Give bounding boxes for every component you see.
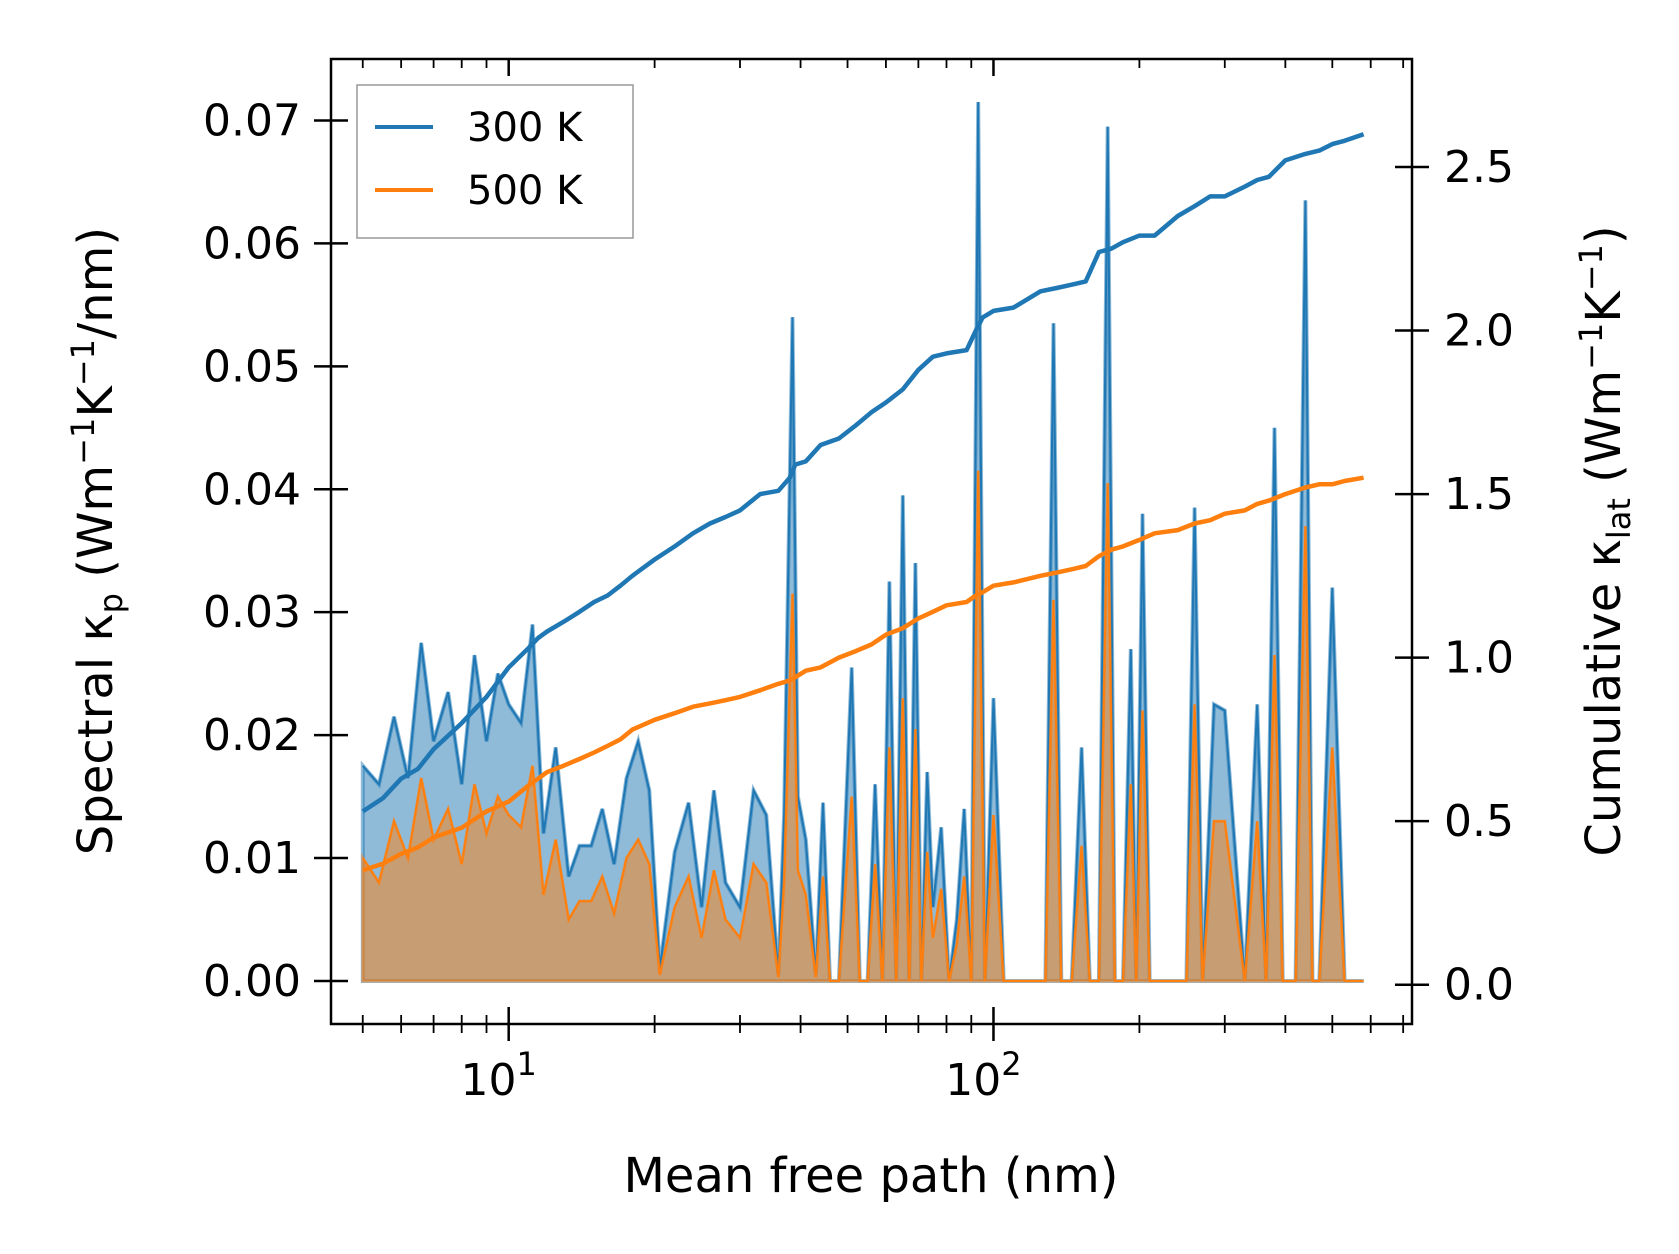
y-left-tick-label: 0.02 <box>203 710 301 761</box>
y-right-tick-label: 2.5 <box>1444 142 1514 193</box>
spectral-line-300k <box>362 101 1364 982</box>
cumulative-line-300k <box>361 132 1365 814</box>
y-left-tick-label: 0.06 <box>203 218 301 269</box>
legend-label-300k: 300 K <box>467 105 584 151</box>
y-right-tick-label: 1.0 <box>1444 633 1514 684</box>
y-right-tick-label: 2.0 <box>1444 306 1514 357</box>
y-right-tick-label: 0.0 <box>1444 960 1514 1011</box>
y-left-tick-label: 0.00 <box>203 956 301 1007</box>
x-axis-title: Mean free path (nm) <box>624 1148 1119 1204</box>
y-axis-left-title: Spectral κp (Wm−1K−1/nm) <box>64 227 130 855</box>
y-left-tick-label: 0.04 <box>203 464 301 515</box>
y-left-tick-label: 0.05 <box>203 341 301 392</box>
y-right-tick-label: 0.5 <box>1444 796 1514 847</box>
legend: 300 K 500 K <box>356 84 634 239</box>
legend-label-500k: 500 K <box>467 168 584 214</box>
spectral-line-500k <box>361 470 1364 982</box>
y-axis-right-title: Cumulative κlat (Wm−1K−1) <box>1572 225 1638 856</box>
y-left-tick-label: 0.07 <box>203 95 301 146</box>
plot-frame <box>329 57 1414 1026</box>
y-right-tick-label: 1.5 <box>1444 469 1514 520</box>
x-tick-label: 102 <box>945 1045 1021 1106</box>
cumulative-line-500k <box>362 475 1364 873</box>
y-left-tick-label: 0.01 <box>203 833 301 884</box>
legend-box <box>356 84 634 239</box>
y-left-tick-label: 0.03 <box>203 587 301 638</box>
x-tick-label: 101 <box>461 1045 537 1106</box>
